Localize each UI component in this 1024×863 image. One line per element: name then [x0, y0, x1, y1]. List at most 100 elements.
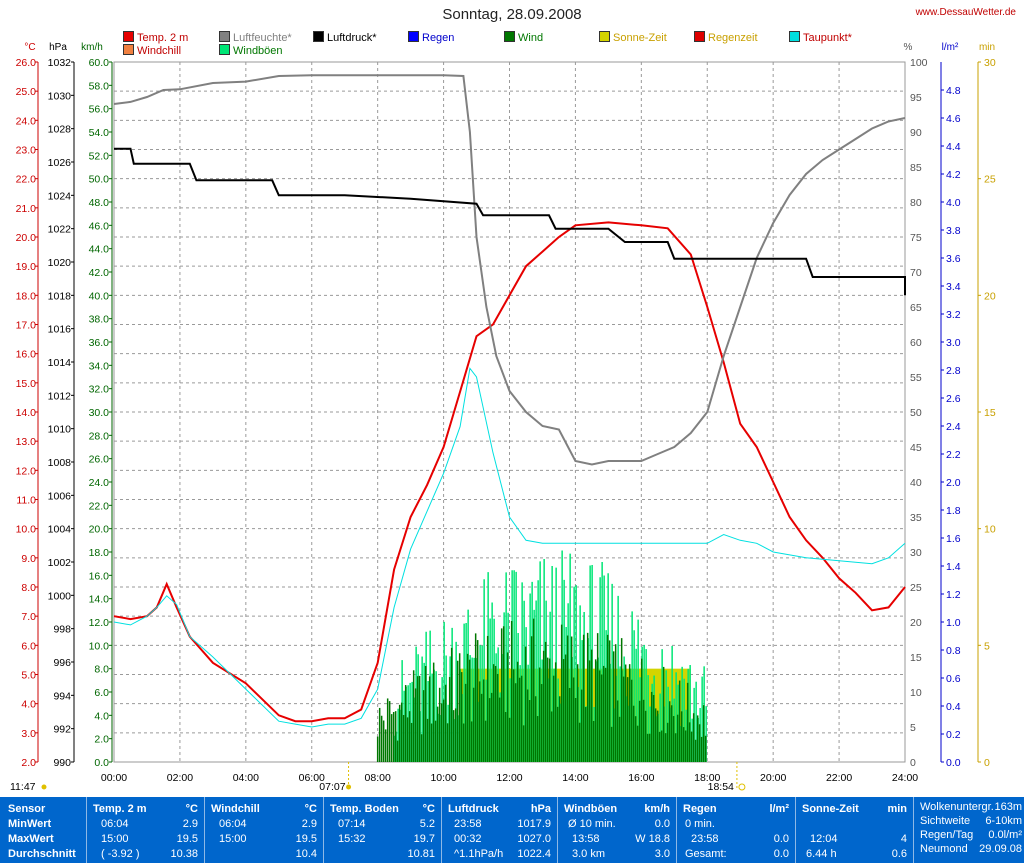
temperature-line	[113, 221, 906, 723]
humidity-line	[113, 74, 906, 466]
moonrise-label: 11:47	[10, 781, 36, 793]
temp-tick-label: 20.0	[16, 232, 37, 244]
rain-tick-label: 2.2	[946, 449, 961, 461]
rain-tick-label: 2.4	[946, 421, 961, 433]
sun-tick-label: 10	[984, 524, 996, 536]
humidity-tick-label: 80	[910, 197, 922, 209]
pressure-tick-label: 996	[53, 657, 71, 669]
pressure-tick-label: 1028	[48, 124, 72, 136]
pressure-line	[114, 147, 906, 296]
info-value: 29.09.08	[979, 843, 1022, 855]
rain-tick-label: 3.0	[946, 337, 961, 349]
humidity-tick-label: 75	[910, 232, 922, 244]
x-tick-label: 08:00	[365, 772, 391, 784]
pressure-tick-label: 998	[53, 624, 71, 636]
legend-humidity: Luftfeuchte*	[219, 31, 292, 44]
pressure-tick-label: 1010	[48, 424, 72, 436]
sun-axis-unit: min	[979, 42, 995, 53]
temp-tick-label: 26.0	[16, 57, 37, 69]
sunset-icon	[738, 783, 746, 791]
temp-tick-label: 23.0	[16, 145, 37, 157]
stats-col-boden: Temp. Boden °C 07:14 5.2 15:32 19.7 10.8…	[324, 797, 442, 863]
stats-col-wind: Windböen km/h Ø 10 min. 0.0 13:58 W 18.8…	[558, 797, 677, 863]
rain-tick-label: 2.8	[946, 365, 961, 377]
dewpoint-line	[113, 367, 906, 728]
legend-sun: Sonne-Zeit	[599, 31, 667, 44]
wind-tick-label: 20.0	[89, 524, 110, 536]
stats-cell: ( -3.92 )	[101, 848, 140, 860]
sun-tick-label: 20	[984, 290, 996, 302]
pressure-tick-label: 1008	[48, 457, 72, 469]
wind-tick-label: 6.0	[94, 687, 109, 699]
stats-unit-temp: °C	[185, 803, 198, 815]
stats-cell: 07:14	[338, 818, 366, 830]
chart-title: Sonntag, 28.09.2008	[442, 6, 582, 23]
sunrise-icon	[346, 784, 352, 790]
stats-cell: 19.5	[295, 833, 317, 845]
wind-tick-label: 10.0	[89, 640, 110, 652]
wind-tick-label: 60.0	[89, 57, 110, 69]
wind-tick-label: 14.0	[89, 594, 110, 606]
stats-cell: 3.0 km	[572, 848, 606, 860]
legend-wind: Wind	[504, 31, 543, 44]
rain-tick-label: 1.6	[946, 533, 961, 545]
rain-tick-label: 0.8	[946, 645, 961, 657]
pressure-tick-label: 1026	[48, 157, 72, 169]
temp-tick-label: 7.0	[21, 611, 36, 623]
temp-tick-label: 25.0	[16, 86, 37, 98]
wind-tick-label: 52.0	[89, 150, 110, 162]
wind-tick-label: 34.0	[89, 360, 110, 372]
stats-row-min: MinWert	[8, 818, 52, 830]
temp-tick-label: 15.0	[16, 378, 37, 390]
wind-tick-label: 36.0	[89, 337, 110, 349]
info-label: Sichtweite	[920, 815, 971, 827]
wind-tick-label: 30.0	[89, 407, 110, 419]
stats-cell: 06:04	[101, 818, 129, 830]
wind-tick-label: 58.0	[89, 80, 110, 92]
rain-tick-label: 3.2	[946, 309, 961, 321]
rain-tick-label: 0.2	[946, 729, 961, 741]
pressure-axis-unit: hPa	[49, 42, 67, 53]
temp-tick-label: 6.0	[21, 640, 36, 652]
info-value: 6-10km	[985, 815, 1022, 827]
rain-tick-label: 0.0	[946, 757, 961, 769]
x-tick-label: 16:00	[628, 772, 654, 784]
stats-cell: 06:04	[219, 818, 247, 830]
stats-header-sensor: Sensor	[8, 803, 46, 815]
legend-gusts: Windböen	[219, 44, 283, 57]
stats-cell: 10.38	[170, 848, 198, 860]
x-tick-label: 14:00	[562, 772, 588, 784]
rain-tick-label: 4.8	[946, 85, 961, 97]
wind-tick-label: 12.0	[89, 617, 110, 629]
sun-tick-label: 30	[984, 57, 996, 69]
stats-cell: 19.5	[176, 833, 198, 845]
stats-cell: 13:58	[572, 833, 600, 845]
pressure-tick-label: 1016	[48, 324, 72, 336]
pressure-tick-label: 992	[53, 724, 71, 736]
pressure-tick-label: 1032	[48, 57, 72, 69]
rain-axis-unit: l/m²	[942, 42, 959, 53]
humidity-tick-label: 70	[910, 267, 922, 279]
info-label: Regen/Tag	[920, 829, 974, 841]
legend-pressure: Luftdruck*	[313, 31, 377, 44]
wind-tick-label: 50.0	[89, 174, 110, 186]
website-link[interactable]: www.DessauWetter.de	[915, 7, 1016, 18]
stats-cell: 6.44 h	[806, 848, 837, 860]
legend: Temp. 2 m Windchill Luftfeuchte* Windböe…	[0, 31, 1024, 61]
wind-tick-label: 22.0	[89, 500, 110, 512]
stats-cell: Gesamt:	[685, 848, 727, 860]
temp-tick-label: 2.0	[21, 757, 36, 769]
wind-tick-label: 42.0	[89, 267, 110, 279]
temp-tick-label: 16.0	[16, 349, 37, 361]
stats-table: Sensor MinWert MaxWert Durchschnitt Temp…	[0, 797, 1024, 863]
wind-tick-label: 54.0	[89, 127, 110, 139]
rain-tick-label: 4.2	[946, 169, 961, 181]
pressure-tick-label: 1012	[48, 390, 72, 402]
stats-cell: 15:00	[219, 833, 247, 845]
pressure-tick-label: 1004	[48, 524, 72, 536]
stats-cell: 0 min.	[685, 818, 715, 830]
stats-header-temp: Temp. 2 m	[93, 803, 147, 815]
stats-cell: 15:32	[338, 833, 366, 845]
wind-tick-label: 2.0	[94, 734, 109, 746]
stats-header-windchill: Windchill	[211, 803, 260, 815]
